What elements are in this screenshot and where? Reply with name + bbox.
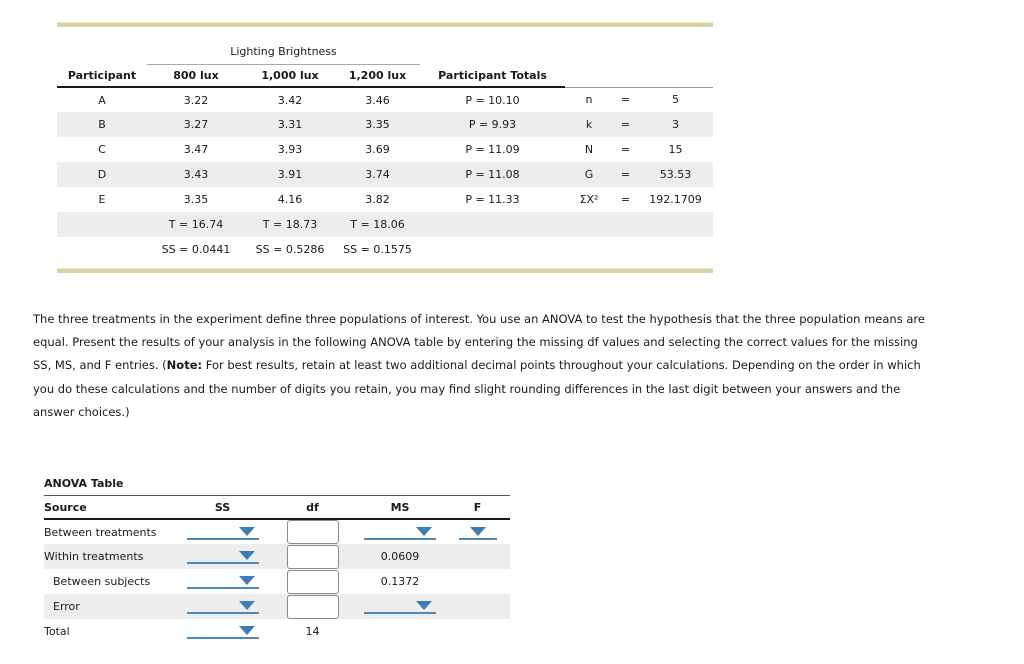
anova-header-row: Source SS df MS F xyxy=(44,496,510,520)
col-1000lux: 1,000 lux xyxy=(245,64,335,88)
df-within-treatments-input[interactable] xyxy=(286,544,339,569)
df-total-value: 14 xyxy=(305,625,320,638)
table-row: B 3.27 3.31 3.35 P = 9.93 k = 3 xyxy=(57,112,714,137)
anova-col-df: df xyxy=(270,496,355,520)
anova-row-between-treatments: Between treatments xyxy=(44,519,510,544)
column-header-row: Participant 800 lux 1,000 lux 1,200 lux … xyxy=(57,64,714,88)
chevron-down-icon xyxy=(238,576,255,585)
chevron-down-icon xyxy=(416,526,432,536)
experiment-data-table: Lighting Brightness Participant 800 lux … xyxy=(57,22,714,273)
chevron-down-icon xyxy=(238,526,255,536)
anova-table-section: ANOVA Table Source SS df MS F Between tr… xyxy=(44,477,510,644)
stats-header xyxy=(565,64,714,88)
top-rule xyxy=(57,22,713,27)
ss-total-dropdown[interactable] xyxy=(186,624,259,639)
source-label: Within treatments xyxy=(44,544,175,569)
table-row: C 3.47 3.93 3.69 P = 11.09 N = 15 xyxy=(98,143,683,156)
anova-table-title: ANOVA Table xyxy=(44,477,510,496)
anova-col-ss: SS xyxy=(175,496,270,520)
ms-between-subjects-value: 0.1372 xyxy=(380,575,420,588)
instructions-text: The three treatments in the experiment d… xyxy=(33,312,925,373)
ms-error-dropdown[interactable] xyxy=(364,599,436,614)
source-label: Total xyxy=(44,625,70,638)
ss-within-treatments-dropdown[interactable] xyxy=(186,549,259,564)
group-header: Lighting Brightness xyxy=(147,39,421,65)
treatment-totals-row: T = 16.74 T = 18.73 T = 18.06 xyxy=(57,212,714,237)
ss-between-subjects-dropdown[interactable] xyxy=(186,574,259,589)
chevron-down-icon xyxy=(238,601,255,610)
df-between-subjects-input[interactable] xyxy=(286,569,339,594)
col-participant-totals: Participant Totals xyxy=(420,64,566,88)
ss-error-dropdown[interactable] xyxy=(186,599,259,614)
chevron-down-icon xyxy=(238,626,255,635)
anova-col-source: Source xyxy=(44,496,175,520)
source-label: Between subjects xyxy=(53,575,151,588)
anova-col-f: F xyxy=(445,496,510,520)
df-between-treatments-input[interactable] xyxy=(286,520,339,544)
table-row: A 3.22 3.42 3.46 P = 10.10 n = 5 xyxy=(98,93,680,107)
group-header-row: Lighting Brightness xyxy=(57,39,713,65)
bottom-rule xyxy=(57,268,713,273)
anova-row-within-treatments: Within treatments 0.0609 xyxy=(44,544,510,569)
instructions-text: For best results, retain at least two ad… xyxy=(33,358,921,419)
ms-within-treatments-value: 0.0609 xyxy=(355,544,445,569)
col-800lux: 800 lux xyxy=(147,64,245,88)
ms-between-treatments-dropdown[interactable] xyxy=(364,525,436,540)
instructions-paragraph: The three treatments in the experiment d… xyxy=(33,308,935,424)
col-participant: Participant xyxy=(57,64,147,88)
chevron-down-icon xyxy=(469,526,486,536)
source-label: Between treatments xyxy=(44,525,157,539)
f-dropdown[interactable] xyxy=(458,525,497,540)
table-row: E 3.35 4.16 3.82 P = 11.33 ΣX² = 192.170… xyxy=(98,193,702,206)
source-label: Error xyxy=(44,594,175,619)
anova-col-ms: MS xyxy=(355,496,445,520)
anova-row-total: Total 14 xyxy=(44,619,510,644)
note-label: Note: xyxy=(166,358,203,373)
col-1200lux: 1,200 lux xyxy=(335,64,421,88)
table-row: D 3.43 3.91 3.74 P = 11.08 G = 53.53 xyxy=(57,162,714,187)
df-error-input[interactable] xyxy=(286,594,339,619)
ss-between-treatments-dropdown[interactable] xyxy=(186,525,259,540)
chevron-down-icon xyxy=(238,551,255,560)
anova-row-error: Error xyxy=(44,594,510,619)
anova-row-between-subjects: Between subjects 0.1372 xyxy=(44,569,510,594)
chevron-down-icon xyxy=(416,601,432,610)
treatment-ss-row: SS = 0.0441 SS = 0.5286 SS = 0.1575 xyxy=(161,243,412,256)
